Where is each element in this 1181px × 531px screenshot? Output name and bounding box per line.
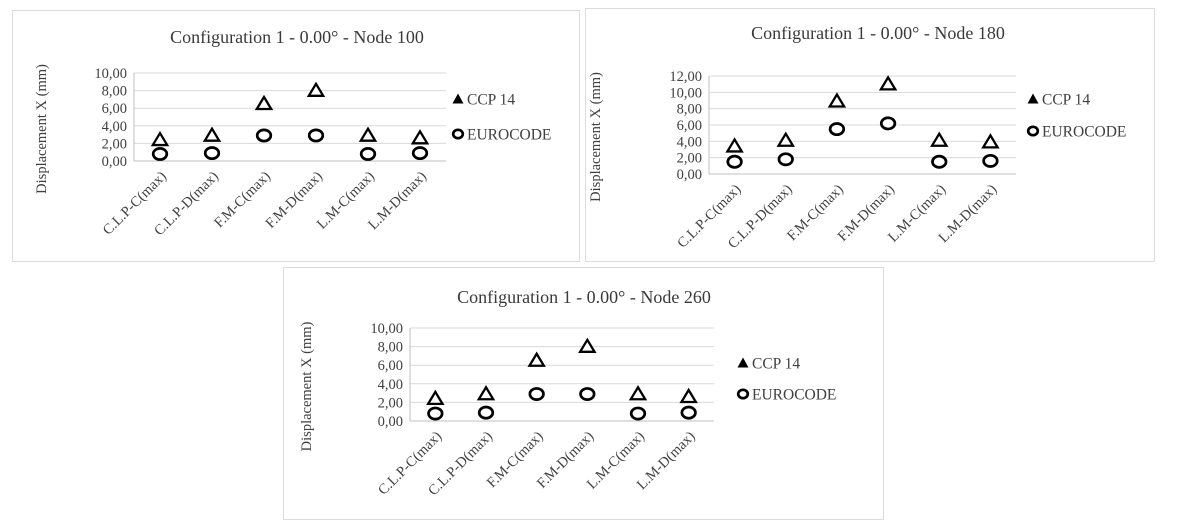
legend-triangle-icon	[452, 93, 464, 104]
y-tick-label: 4,00	[102, 119, 127, 135]
y-axis-label: Displacement X (mm)	[588, 72, 604, 202]
y-tick-label: 12,00	[669, 69, 702, 85]
legend-circle-icon	[736, 388, 750, 400]
eurocode-circle-marker	[629, 406, 647, 421]
ccp14-triangle-marker	[527, 351, 546, 367]
y-tick-label: 0,00	[102, 154, 127, 170]
ccp14-triangle-marker	[358, 126, 378, 142]
eurocode-circle-marker	[982, 153, 999, 168]
eurocode-circle-marker	[427, 406, 444, 421]
chart-panel-node-180: 0,00 2,00 4,00 6,00 8,00 10,00 12,00 Configurat…	[585, 8, 1155, 262]
legend-triangle-icon	[737, 357, 749, 368]
eurocode-circle-marker	[307, 128, 325, 143]
y-tick-label: 4,00	[677, 134, 702, 150]
eurocode-circle-marker	[477, 405, 495, 420]
chart-title: Configuration 1 - 0.00° - Node 260	[457, 287, 711, 307]
legend-triangle-icon	[1027, 93, 1039, 104]
y-tick-label: 6,00	[102, 101, 127, 117]
eurocode-circle-marker	[528, 387, 545, 401]
y-axis-label: Displacement X (mm)	[299, 322, 315, 452]
eurocode-circle-marker	[151, 147, 169, 161]
eurocode-circle-marker	[579, 387, 596, 401]
y-tick-label: 8,00	[677, 102, 702, 118]
ccp14-triangle-marker	[628, 384, 648, 401]
legend-circle-icon	[451, 128, 465, 140]
y-tick-label: 2,00	[102, 136, 127, 152]
ccp14-triangle-marker	[878, 75, 898, 91]
chart-title: Configuration 1 - 0.00° - Node 100	[170, 27, 424, 47]
chart-title: Configuration 1 - 0.00° - Node 180	[751, 23, 1005, 43]
chart-panel-node-260: 0,00 2,00 4,00 6,00 8,00 10,00 Configuration 1…	[283, 267, 884, 520]
y-tick-label: 2,00	[378, 395, 403, 411]
legend-label: CCP 14	[467, 92, 515, 109]
y-axis-label: Displacement X (mm)	[34, 64, 50, 194]
ccp14-triangle-marker	[827, 92, 847, 108]
eurocode-circle-marker	[931, 154, 948, 169]
ccp14-triangle-marker	[679, 387, 698, 404]
ccp14-triangle-marker	[930, 131, 949, 147]
ccp14-triangle-marker	[306, 81, 326, 97]
eurocode-circle-marker	[726, 154, 743, 169]
y-tick-label: 8,00	[102, 84, 127, 100]
ccp14-triangle-marker	[776, 131, 795, 147]
eurocode-circle-marker	[777, 152, 794, 167]
legend-label: EUROCODE	[752, 387, 836, 404]
eurocode-circle-marker	[359, 147, 377, 161]
legend-circle-icon	[1026, 125, 1040, 137]
ccp14-triangle-marker	[426, 389, 445, 406]
eurocode-circle-marker	[255, 128, 273, 143]
y-tick-label: 2,00	[677, 151, 702, 167]
scatter-chart-node-260: 0,00 2,00 4,00 6,00 8,00 10,00 Configuration 1…	[299, 287, 836, 499]
ccp14-triangle-marker	[981, 133, 1000, 149]
legend-label: CCP 14	[752, 356, 800, 373]
y-tick-label: 10,00	[370, 321, 403, 337]
ccp14-triangle-marker	[254, 94, 274, 111]
chart-panel-node-100: 0,00 2,00 4,00 6,00 8,00 10,00 Configuration 1…	[12, 10, 580, 262]
eurocode-circle-marker	[203, 146, 221, 161]
scatter-chart-node-100: 0,00 2,004,00 6,008,00 10,00 Configuration 1…	[34, 27, 551, 239]
y-tick-label: 0,00	[677, 167, 702, 183]
y-tick-label: 10,00	[94, 66, 127, 82]
y-tick-label: 4,00	[378, 377, 403, 393]
y-tick-label: 10,00	[669, 85, 702, 101]
y-tick-label: 6,00	[677, 118, 702, 134]
eurocode-circle-marker	[411, 146, 429, 161]
ccp14-triangle-marker	[410, 129, 430, 145]
ccp14-triangle-marker	[578, 337, 597, 353]
eurocode-circle-marker	[680, 405, 697, 420]
y-tick-label: 8,00	[378, 340, 403, 356]
legend-label: EUROCODE	[1042, 124, 1126, 141]
legend-label: EUROCODE	[467, 127, 551, 144]
ccp14-triangle-marker	[725, 137, 744, 153]
y-tick-label: 0,00	[378, 414, 403, 430]
eurocode-circle-marker	[828, 122, 846, 137]
eurocode-circle-marker	[879, 116, 897, 131]
legend-label: CCP 14	[1042, 92, 1090, 109]
ccp14-triangle-marker	[150, 130, 170, 147]
y-tick-label: 6,00	[378, 358, 403, 374]
ccp14-triangle-marker	[476, 384, 496, 401]
ccp14-triangle-marker	[202, 126, 222, 142]
